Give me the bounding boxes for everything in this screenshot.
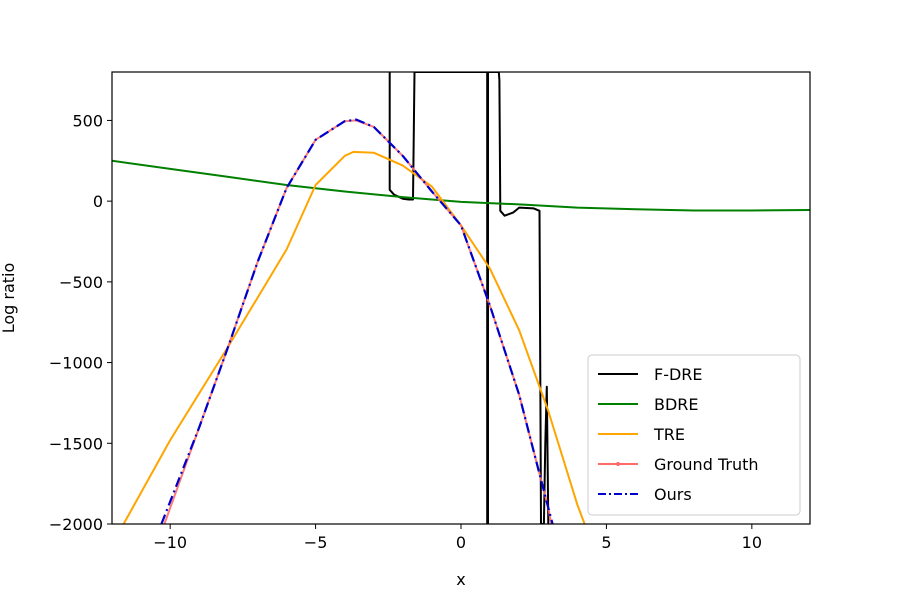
series-line-ours [160,118,554,524]
y-tick-label: −1500 [49,434,103,453]
legend-box [587,354,801,516]
series-line-f-dre [388,72,550,524]
x-tick-label: 5 [601,533,611,552]
legend: F-DRE BDRE TRE Ground Truth Ours [587,354,801,516]
legend-label-f-dre: F-DRE [654,365,703,384]
series-line-tre [122,150,586,524]
y-tick-label: −500 [59,273,103,292]
y-axis-label: Log ratio [0,263,18,334]
y-tick-label: 0 [93,192,103,211]
series-line-bdre [112,159,810,212]
y-tick-label: −1000 [49,354,103,373]
legend-label-ground-truth: Ground Truth [654,455,759,474]
legend-label-bdre: BDRE [654,395,699,414]
x-tick-label: −5 [304,533,328,552]
x-axis-label: x [456,570,465,589]
x-tick-label: 10 [742,533,762,552]
legend-label-tre: TRE [653,425,685,444]
x-tick-label: −10 [153,533,187,552]
legend-marker [616,462,620,466]
y-axis: 500 0 −500 −1000 −1500 −2000 [49,111,112,534]
x-tick-label: 0 [456,533,466,552]
y-tick-label: 500 [72,111,103,130]
series-layer [112,72,810,524]
series-line-ground-truth [163,119,553,524]
x-axis: −10 −5 0 5 10 [153,524,762,552]
legend-label-ours: Ours [654,485,692,504]
y-tick-label: −2000 [49,515,103,534]
